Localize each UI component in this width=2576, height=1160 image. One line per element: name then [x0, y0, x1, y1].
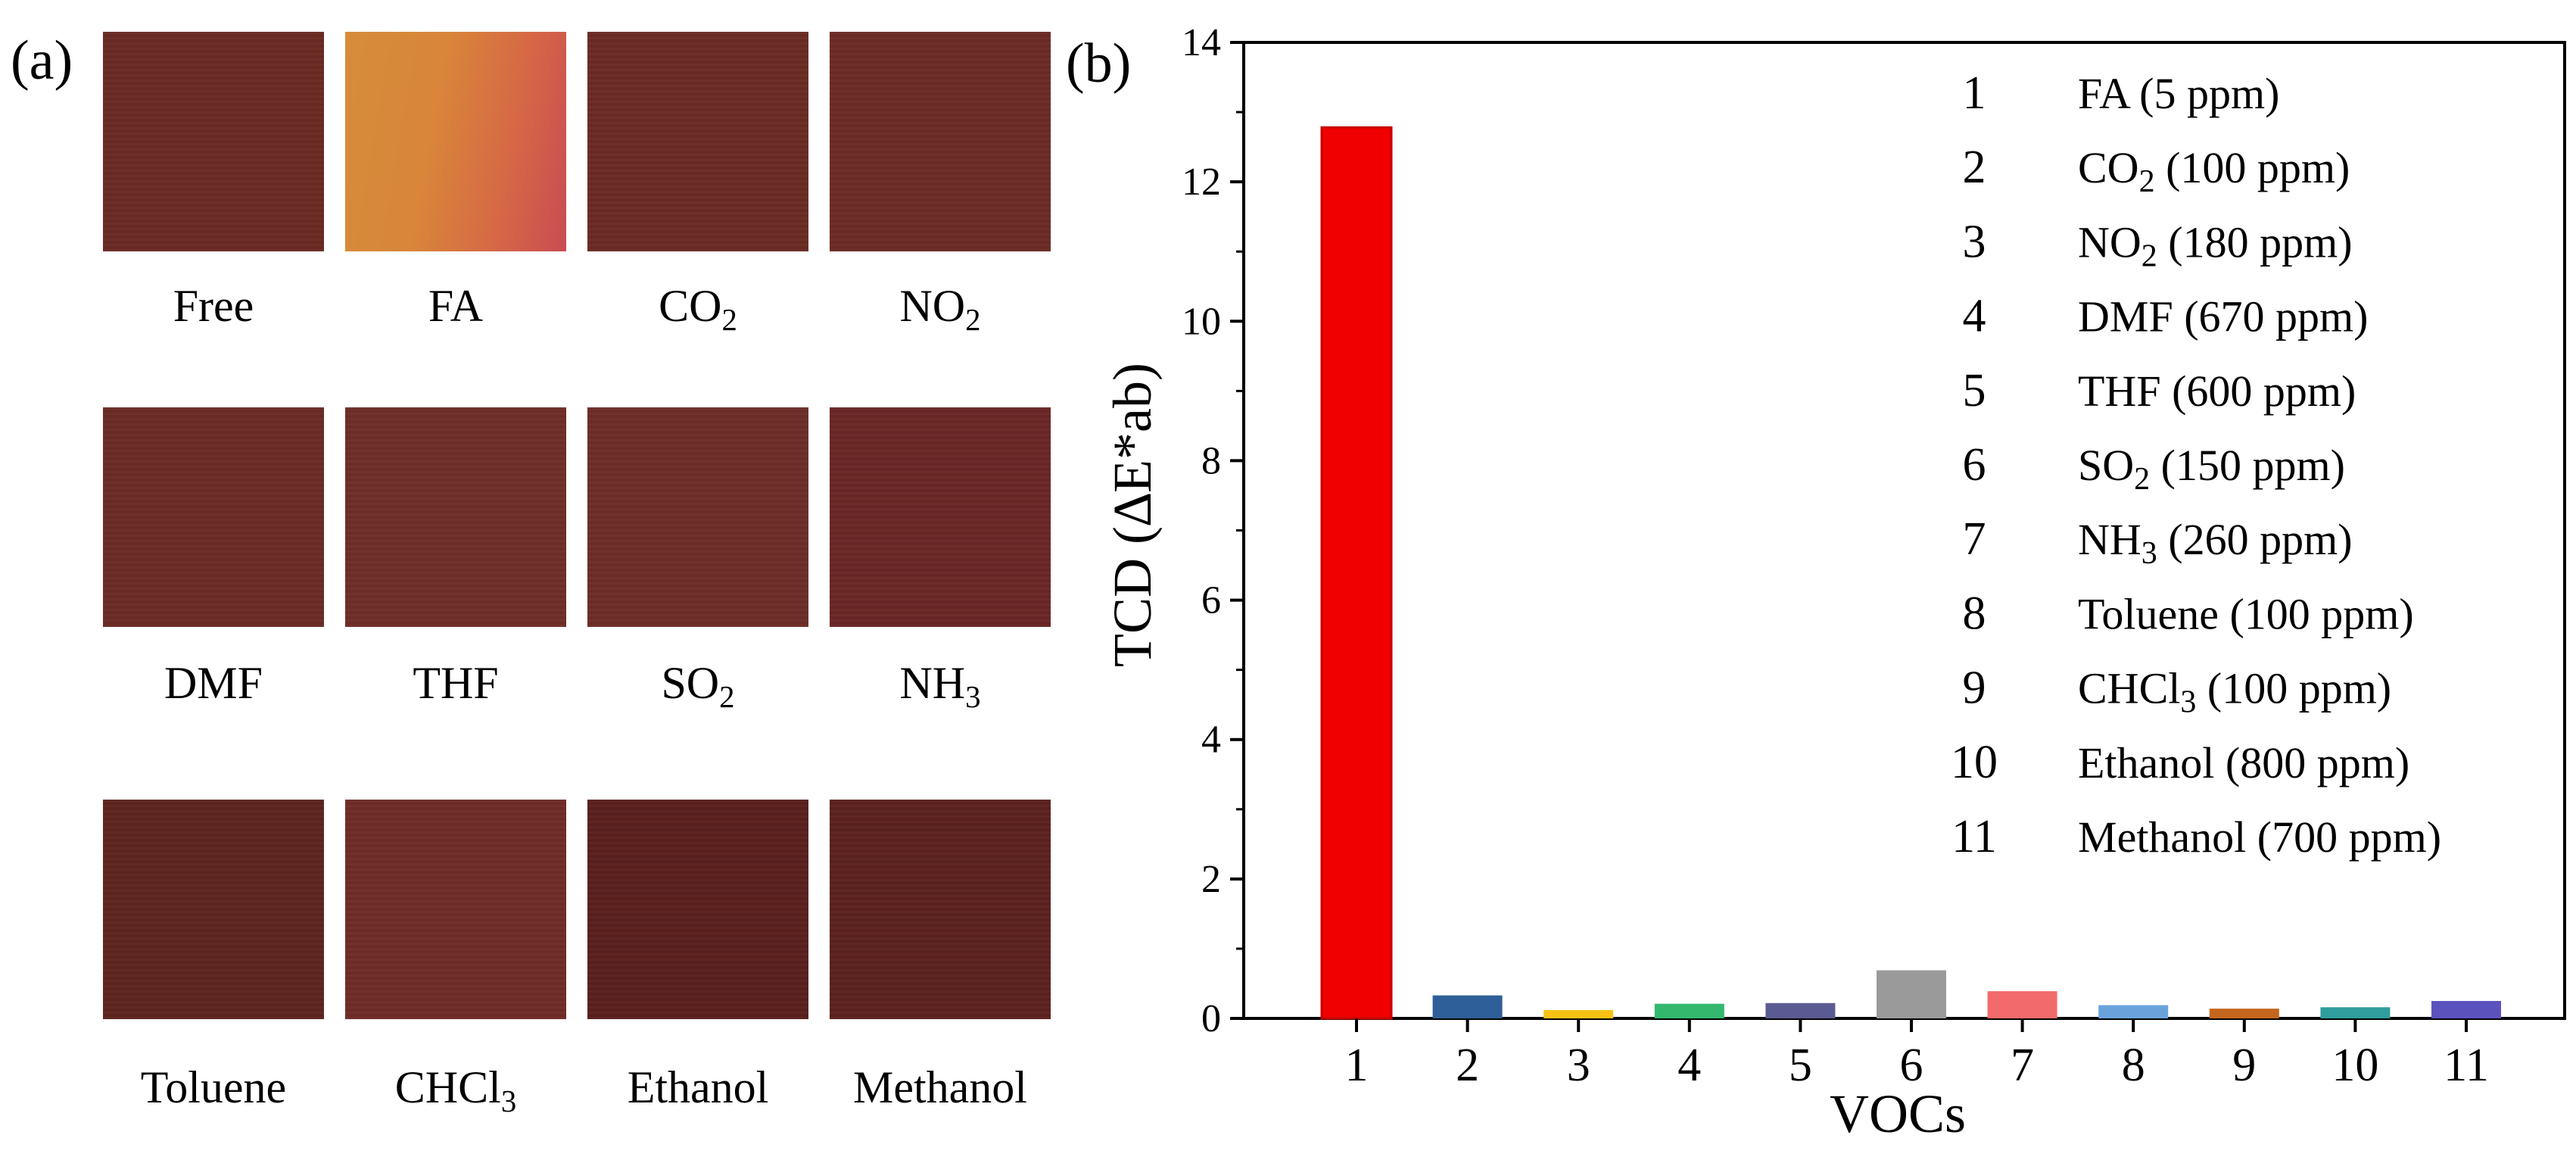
swatch-label-fa: FA [428, 281, 484, 331]
legend-label: DMF (670 ppm) [2078, 292, 2368, 341]
legend-label: Methanol (700 ppm) [2078, 812, 2441, 862]
swatch-methanol [830, 800, 1051, 1019]
x-tick-label: 4 [1677, 1040, 1701, 1091]
legend-number: 3 [1963, 216, 1986, 267]
y-tick-label: 4 [1201, 719, 1221, 762]
swatch-nh3 [830, 407, 1051, 627]
y-tick-label: 2 [1201, 858, 1221, 901]
swatch-label-thf: THF [413, 658, 499, 708]
bar-9 [2209, 1009, 2279, 1018]
swatch-label-nh3: NH3 [899, 658, 981, 715]
bar-7 [1987, 991, 2057, 1018]
bar-1 [1320, 126, 1393, 1020]
y-axis-ticks: 0 2 4 6 8 10 12 14 [1182, 21, 1244, 1040]
legend-label: CO2 (100 ppm) [2078, 143, 2350, 199]
legend-item-5: 5 THF (600 ppm) [1963, 365, 2356, 416]
x-tick-label: 5 [1789, 1040, 1812, 1091]
legend-number: 2 [1963, 142, 1986, 193]
swatch-dmf [103, 407, 324, 627]
legend-item-7: 7 NH3 (260 ppm) [1963, 513, 2353, 571]
legend-number: 11 [1951, 811, 1997, 862]
legend-number: 6 [1963, 439, 1986, 491]
bar-10 [2320, 1007, 2391, 1018]
bar-2 [1432, 995, 1503, 1018]
legend-item-1: 1 FA (5 ppm) [1963, 67, 2280, 119]
x-tick-label: 2 [1456, 1040, 1479, 1091]
swatch-thf [345, 407, 566, 627]
legend-number: 5 [1963, 365, 1986, 416]
swatch-label-so2: SO2 [661, 658, 735, 715]
swatch-so2 [587, 407, 808, 627]
bar-11 [2431, 1000, 2501, 1018]
x-tick-label: 8 [2122, 1040, 2145, 1091]
legend-number: 8 [1963, 588, 1986, 639]
legend-item-2: 2 CO2 (100 ppm) [1963, 142, 2350, 199]
swatch-free [103, 32, 324, 251]
x-tick-label: 3 [1567, 1040, 1590, 1091]
swatch-label-free: Free [173, 281, 254, 331]
swatch-label-chcl3: CHCl3 [394, 1062, 517, 1119]
swatch-ethanol [587, 800, 808, 1019]
x-tick-label: 6 [1900, 1040, 1923, 1091]
panel-a-label: (a) [11, 30, 73, 92]
x-tick-label: 1 [1345, 1040, 1369, 1091]
swatch-label-methanol: Methanol [853, 1062, 1027, 1112]
y-tick-label: 0 [1201, 997, 1221, 1040]
legend-label: Toluene (100 ppm) [2078, 589, 2414, 638]
legend-label: FA (5 ppm) [2078, 69, 2279, 118]
bars-group [1320, 126, 2501, 1020]
legend-number: 9 [1963, 663, 1986, 714]
legend-item-6: 6 SO2 (150 ppm) [1963, 439, 2345, 497]
legend-item-8: 8 Toluene (100 ppm) [1963, 588, 2414, 639]
legend-label: CHCl3 (100 ppm) [2078, 664, 2391, 720]
y-axis-label: TCD (∆E*ab) [1102, 363, 1163, 667]
y-tick-label: 8 [1201, 439, 1221, 482]
legend: 1 FA (5 ppm) 2 CO2 (100 ppm) 3 NO2 (180 ppm) 4… [1951, 67, 2441, 862]
bar-4 [1654, 1003, 1724, 1018]
swatch-chcl3 [345, 800, 566, 1019]
swatch-label-dmf: DMF [164, 658, 263, 708]
swatch-fa [345, 32, 566, 251]
legend-item-3: 3 NO2 (180 ppm) [1963, 216, 2353, 273]
swatch-no2 [830, 32, 1051, 251]
swatch-label-no2: NO2 [899, 281, 981, 338]
legend-number: 7 [1963, 513, 1986, 565]
x-tick-label: 11 [2444, 1040, 2489, 1091]
x-tick-label: 7 [2011, 1040, 2034, 1091]
swatch-toluene [103, 800, 324, 1019]
swatch-label-co2: CO2 [659, 281, 737, 338]
y-tick-label: 10 [1182, 300, 1221, 343]
panel-b-label: (b) [1066, 33, 1131, 95]
swatch-co2 [587, 32, 808, 251]
bar-5 [1765, 1003, 1836, 1018]
swatch-label-toluene: Toluene [140, 1062, 287, 1112]
plot-border [1242, 41, 2566, 1020]
legend-number: 10 [1951, 737, 1998, 788]
legend-label: NO2 (180 ppm) [2078, 217, 2353, 273]
bar-8 [2098, 1005, 2169, 1018]
x-tick-label: 9 [2232, 1040, 2256, 1091]
x-tick-label: 10 [2331, 1040, 2378, 1091]
bar-6 [1877, 970, 1946, 1018]
x-axis-ticks: 1 2 3 4 5 6 7 8 9 10 11 [1345, 1018, 2489, 1091]
y-tick-label: 12 [1182, 161, 1221, 204]
legend-label: NH3 (260 ppm) [2078, 515, 2353, 571]
legend-item-10: 10 Ethanol (800 ppm) [1951, 737, 2409, 788]
legend-item-11: 11 Methanol (700 ppm) [1951, 811, 2441, 862]
legend-label: THF (600 ppm) [2078, 366, 2356, 416]
y-tick-label: 6 [1201, 579, 1221, 622]
y-tick-label: 14 [1182, 21, 1221, 64]
legend-label: Ethanol (800 ppm) [2078, 738, 2409, 787]
x-axis-label: VOCs [1830, 1084, 1966, 1144]
legend-item-9: 9 CHCl3 (100 ppm) [1963, 663, 2392, 720]
legend-label: SO2 (150 ppm) [2078, 441, 2345, 497]
legend-number: 4 [1963, 291, 1986, 342]
bar-3 [1543, 1009, 1614, 1018]
plot-frame [1242, 41, 2566, 1020]
legend-number: 1 [1963, 67, 1986, 119]
legend-item-4: 4 DMF (670 ppm) [1963, 291, 2369, 342]
swatch-label-ethanol: Ethanol [627, 1062, 769, 1112]
